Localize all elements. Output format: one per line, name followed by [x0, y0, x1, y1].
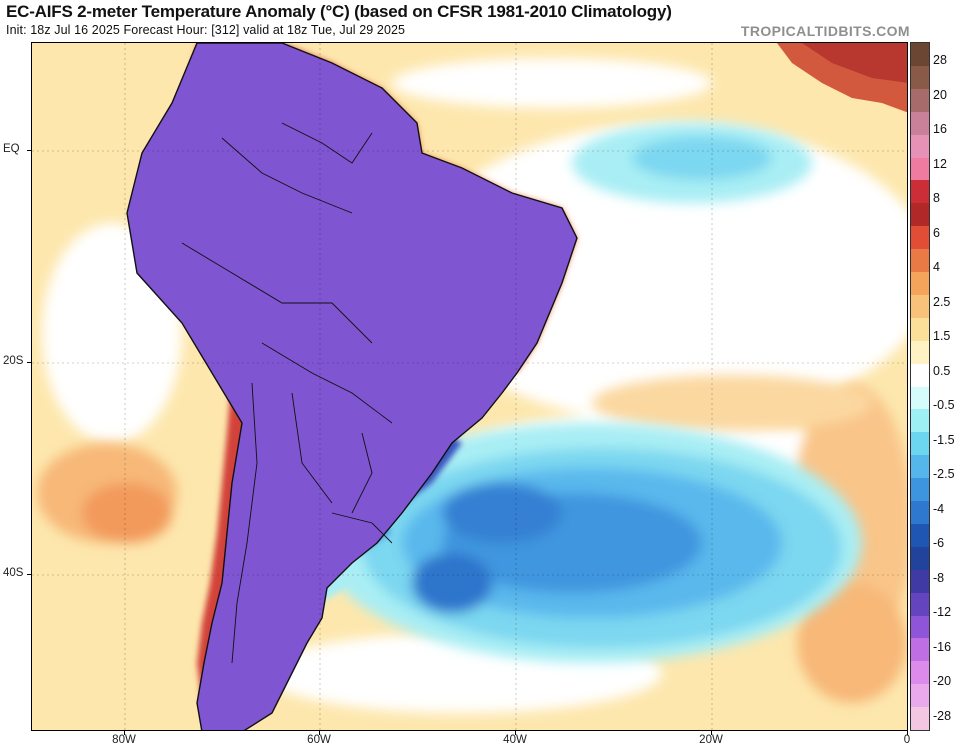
brand-watermark[interactable]: TROPICALTIDBITS.COM [740, 23, 910, 39]
legend-swatch [911, 684, 929, 708]
chart-subtitle: Init: 18z Jul 16 2025 Forecast Hour: [31… [6, 23, 406, 37]
legend-label: 12 [933, 156, 947, 171]
legend-label: 4 [933, 260, 940, 275]
lon-tick-60w [319, 731, 320, 735]
legend-swatch [911, 111, 929, 136]
legend-swatch [911, 88, 929, 113]
legend-swatch [911, 134, 929, 158]
legend-swatch [911, 249, 929, 273]
legend-label: 1.5 [933, 329, 951, 344]
lon-tick-20w [711, 731, 712, 735]
lon-label-0: 0 [903, 734, 911, 746]
chart-title: EC-AIFS 2-meter Temperature Anomaly (°C)… [6, 2, 672, 21]
legend-swatch [911, 615, 929, 639]
legend-swatch [911, 523, 929, 548]
legend-label: -0.5 [933, 398, 955, 413]
legend-label: 20 [933, 87, 947, 102]
legend-label: -6 [933, 536, 945, 551]
legend-swatch [911, 363, 929, 387]
legend-swatch [911, 638, 929, 662]
legend-label: -4 [933, 501, 945, 516]
graticule [32, 43, 907, 730]
legend-label: 28 [933, 53, 947, 67]
country-borders [181, 122, 393, 664]
legend-swatch [911, 203, 929, 227]
legend-label: -8 [933, 570, 945, 585]
legend-label: -28 [933, 709, 952, 723]
lat-label-20s: 20S [3, 355, 24, 367]
legend-label: -16 [933, 639, 952, 654]
legend-swatch [911, 569, 929, 594]
legend-label: 0.5 [933, 363, 951, 378]
legend-swatch [911, 432, 929, 456]
lon-label-80w: 80W [112, 734, 136, 746]
legend-swatch [911, 294, 929, 319]
legend-swatch [911, 226, 929, 250]
lon-label-40w: 40W [503, 734, 527, 746]
legend-swatch [911, 478, 929, 502]
legend-swatch [911, 592, 929, 616]
legend-swatch [911, 707, 929, 730]
legend-swatch [911, 386, 929, 410]
lon-label-60w: 60W [307, 734, 331, 746]
legend-label: 2.5 [933, 294, 951, 309]
legend-label: 8 [933, 191, 940, 206]
atlantic-cold-anomaly [322, 123, 862, 663]
legend-swatch [911, 272, 929, 296]
lat-label-eq: EQ [3, 143, 20, 155]
legend-swatch [911, 180, 929, 204]
lon-tick-0 [907, 731, 908, 735]
legend-swatch [911, 43, 929, 67]
legend-swatch [911, 317, 929, 342]
lat-tick-eq [27, 150, 31, 151]
legend-label: 16 [933, 122, 947, 137]
legend-label: 6 [933, 225, 940, 240]
lat-label-40s: 40S [3, 567, 24, 579]
legend-swatch [911, 661, 929, 685]
lon-label-20w: 20W [699, 734, 723, 746]
legend-label: -20 [933, 674, 952, 689]
legend-swatch [911, 501, 929, 525]
legend-label: -12 [933, 605, 952, 620]
south-america-landmass [126, 43, 578, 730]
anomaly-map[interactable] [31, 42, 908, 731]
lon-tick-40w [515, 731, 516, 735]
legend-swatch [911, 409, 929, 433]
color-legend-bar [910, 42, 930, 731]
africa-landmass [777, 43, 907, 113]
lat-tick-40s [27, 574, 31, 575]
legend-label: -2.5 [933, 467, 955, 482]
legend-swatch [911, 65, 929, 90]
lon-tick-80w [124, 731, 125, 735]
legend-label: -1.5 [933, 432, 955, 447]
legend-swatch [911, 455, 929, 479]
legend-swatch [911, 340, 929, 365]
legend-swatch [911, 157, 929, 181]
legend-swatch [911, 546, 929, 571]
anomaly-map-canvas [32, 43, 907, 730]
lat-tick-20s [27, 362, 31, 363]
